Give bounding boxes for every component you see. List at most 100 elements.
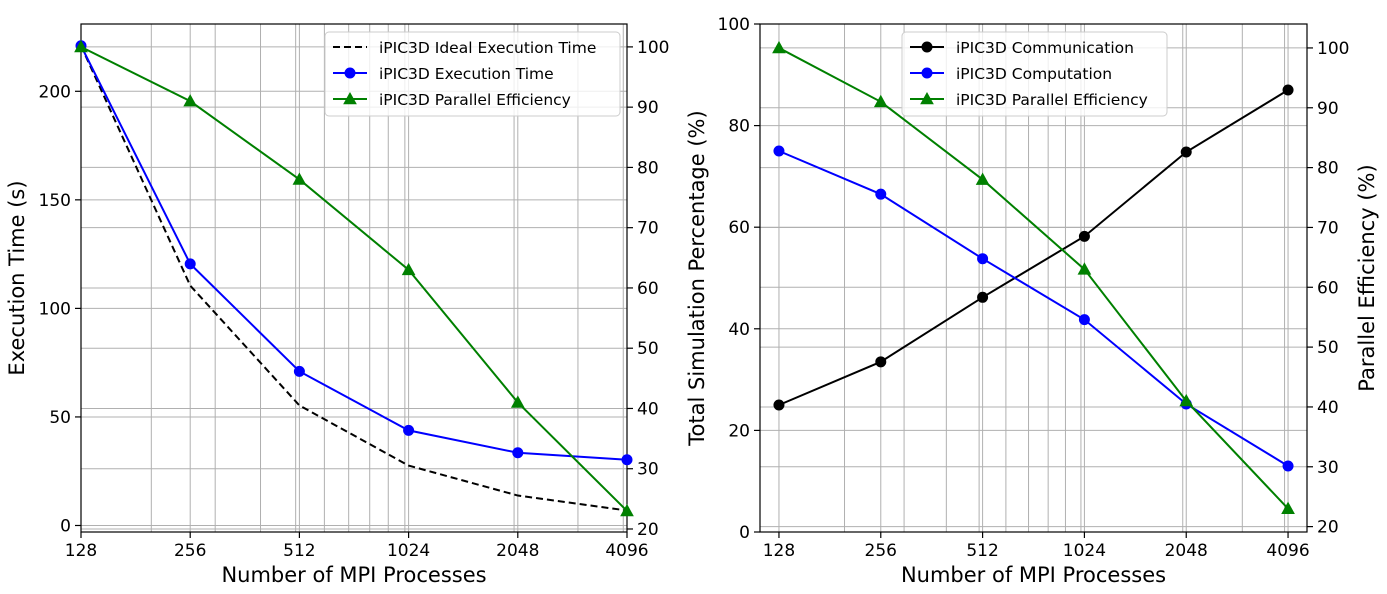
data-point (975, 172, 990, 185)
y-tick-label: 50 (49, 408, 71, 428)
x-axis-label: Number of MPI Processes (221, 563, 486, 587)
data-point (183, 94, 198, 107)
y-tick-label: 60 (728, 218, 750, 238)
x-tick-label: 4096 (1266, 541, 1309, 561)
y2-tick-label: 90 (637, 98, 659, 118)
legend-box (901, 31, 1168, 117)
y-tick-label: 100 (39, 299, 71, 319)
data-point (875, 356, 887, 368)
data-point (875, 188, 887, 200)
x-tick-label: 1024 (387, 541, 430, 561)
legend-entry: iPIC3D Parallel Efficiency (910, 91, 1148, 109)
y2-tick-label: 60 (1317, 278, 1339, 298)
y2-tick-label: 80 (637, 158, 659, 178)
legend-entry: iPIC3D Computation (910, 65, 1112, 83)
x-tick-label: 128 (763, 541, 795, 561)
chart-panel-1: 128 256 512 1024 2048 4096 Number of MPI Proce… (5, 23, 669, 587)
data-point (621, 454, 633, 466)
data-point (401, 262, 416, 276)
y-tick-label: 20 (728, 421, 750, 441)
series-line (81, 45, 627, 461)
y2-tick-label: 30 (1317, 458, 1339, 478)
legend: iPIC3D Ideal Execution Time iPIC3D Execut… (324, 31, 621, 117)
x-tick-label: 128 (65, 541, 97, 561)
x-tick-label: 2048 (496, 541, 539, 561)
y2-tick-label: 70 (637, 219, 659, 239)
y-tick-label: 0 (739, 523, 750, 543)
series-ipic3d-parallel-efficiency (74, 39, 634, 517)
data-point (510, 395, 525, 408)
y2-tick-label: 100 (1317, 39, 1349, 59)
data-point (1077, 262, 1092, 275)
legend-label: iPIC3D Ideal Execution Time (379, 39, 596, 57)
series-ipic3d-parallel-efficiency (772, 40, 1295, 514)
x-tick-label: 256 (865, 541, 897, 561)
x-tick-label: 512 (966, 541, 998, 561)
data-point (620, 503, 634, 517)
y-axis-right: 20 30 40 50 60 70 80 90 100 (627, 38, 669, 540)
legend-label: iPIC3D Parallel Efficiency (956, 91, 1148, 109)
series-ipic3d-communication (773, 84, 1294, 411)
data-point (512, 447, 524, 459)
series-line (778, 150, 1289, 467)
data-point (873, 94, 888, 108)
x-tick-label: 2048 (1165, 541, 1208, 561)
series-line (81, 45, 627, 512)
legend-label: iPIC3D Execution Time (379, 65, 554, 83)
data-point (184, 258, 196, 270)
y2-tick-label: 70 (1317, 218, 1339, 238)
data-point (1179, 393, 1194, 407)
data-point (977, 253, 989, 265)
y-tick-label: 150 (39, 191, 71, 211)
chart-panel-2: 128 256 512 1024 2048 4096 Number of MPI Proce… (685, 15, 1379, 587)
data-point (1281, 501, 1295, 514)
grid (760, 23, 1307, 533)
data-point (1282, 84, 1294, 96)
y-tick-label: 80 (728, 117, 750, 137)
y2-tick-label: 100 (637, 38, 669, 58)
data-point (1078, 314, 1090, 326)
legend-swatch-marker (921, 41, 933, 53)
y-axis-label: Execution Time (s) (5, 180, 29, 375)
legend-box (324, 31, 621, 117)
data-point (1282, 460, 1294, 472)
y-axis-label: Total Simulation Percentage (%) (685, 110, 709, 446)
y-axis-right: 20 30 40 50 60 70 80 90 100 Parallel Efficiency (… (1307, 39, 1379, 538)
y2-tick-label: 30 (637, 460, 659, 480)
series-line (778, 47, 1289, 510)
y-tick-label: 40 (728, 320, 750, 340)
legend-entry: iPIC3D Parallel Efficiency (333, 91, 571, 109)
legend-entry: iPIC3D Ideal Execution Time (333, 39, 596, 57)
legend-swatch-marker (921, 67, 933, 79)
y-tick-label: 100 (718, 15, 750, 35)
legend-entry: iPIC3D Communication (910, 39, 1134, 57)
legend-swatch-marker (344, 67, 356, 79)
data-point (977, 291, 989, 303)
data-point (1078, 230, 1090, 242)
y2-tick-label: 50 (637, 339, 659, 359)
series-ipic3d-ideal-execution-time (81, 45, 627, 512)
y2-tick-label: 20 (1317, 518, 1339, 538)
y2-tick-label: 40 (637, 399, 659, 419)
x-tick-label: 1024 (1063, 541, 1106, 561)
x-tick-label: 4096 (605, 541, 648, 561)
data-point (403, 424, 415, 436)
x-tick-label: 256 (174, 541, 206, 561)
y2-tick-label: 80 (1317, 159, 1339, 179)
legend: iPIC3D Communication iPIC3D Computation iP… (901, 31, 1168, 117)
legend-label: iPIC3D Communication (956, 39, 1134, 57)
y2-axis-label: Parallel Efficiency (%) (1355, 164, 1379, 391)
plot-frame (80, 23, 628, 533)
series-line (778, 89, 1289, 406)
x-axis: 128 256 512 1024 2048 4096 Number of MPI Proce… (763, 532, 1310, 587)
data-point (1180, 146, 1192, 158)
y-axis-left: 0 20 40 60 80 100 Total Simulation Percentage … (685, 15, 760, 543)
data-point (773, 145, 785, 157)
series-ipic3d-computation (773, 145, 1294, 472)
x-axis: 128 256 512 1024 2048 4096 Number of MPI Proce… (65, 532, 649, 587)
data-point (772, 40, 786, 54)
legend-entry: iPIC3D Execution Time (333, 65, 554, 83)
y2-tick-label: 40 (1317, 398, 1339, 418)
data-point (74, 39, 88, 53)
